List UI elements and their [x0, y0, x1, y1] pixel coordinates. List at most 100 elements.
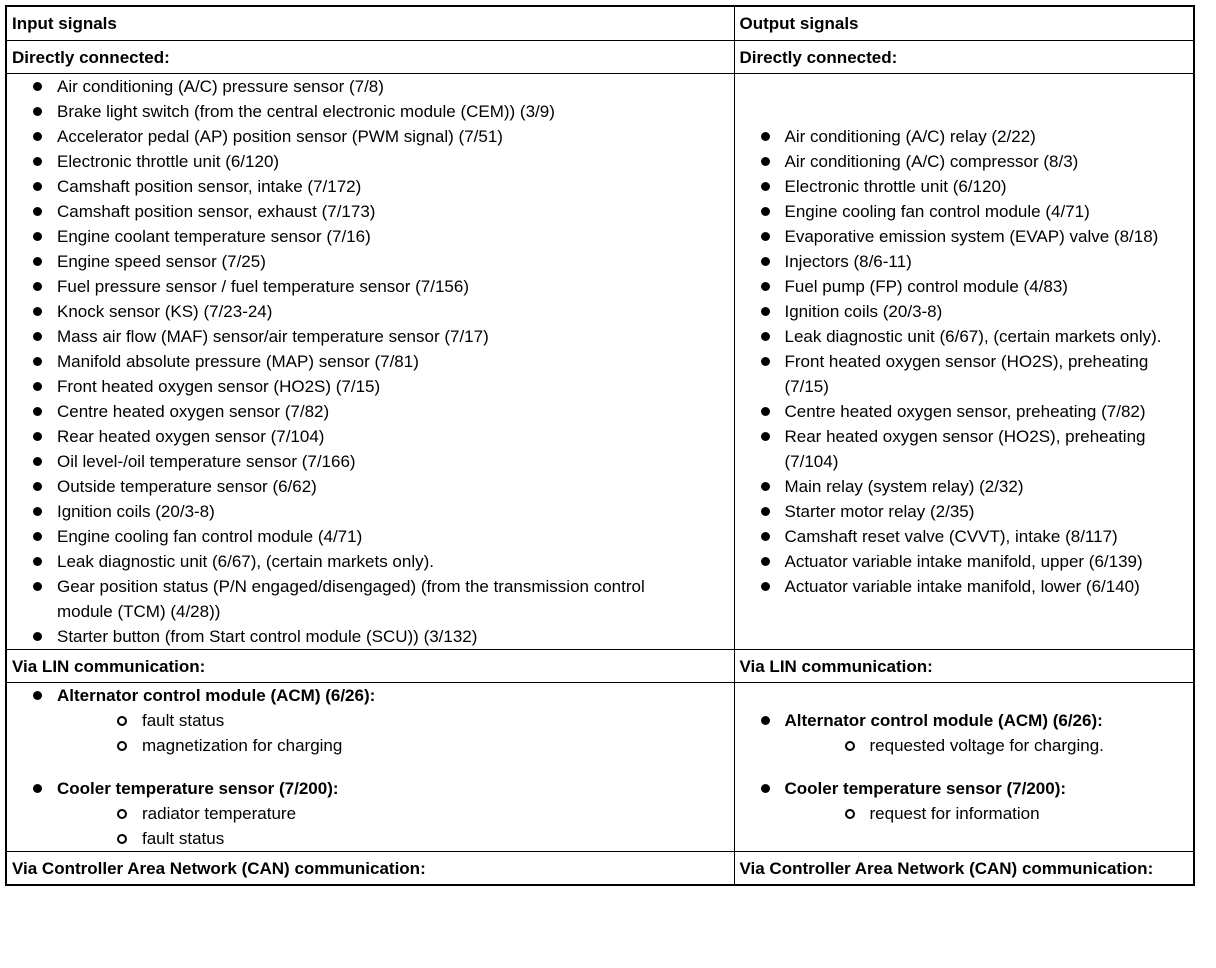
- section-heading: Directly connected:: [5, 40, 735, 74]
- signal-label: Air conditioning (A/C) pressure sensor (…: [57, 77, 384, 96]
- signal-item: Air conditioning (A/C) relay (2/22): [740, 124, 1194, 149]
- signal-item: Air conditioning (A/C) pressure sensor (…: [12, 74, 734, 99]
- signals-table: Input signals Output signals Directly conn…: [5, 5, 1195, 886]
- signal-item: Engine speed sensor (7/25): [12, 249, 734, 274]
- signal-label: Main relay (system relay) (2/32): [784, 477, 1024, 496]
- signal-label: Fuel pressure sensor / fuel temperature …: [57, 277, 469, 296]
- signal-label: Alternator control module (ACM) (6/26):: [57, 686, 376, 705]
- sub-item: magnetization for charging: [57, 733, 734, 758]
- sub-label: radiator temperature: [142, 804, 297, 823]
- sub-item: request for information: [785, 801, 1194, 826]
- signal-item: Rear heated oxygen sensor (7/104): [12, 424, 734, 449]
- signal-label: Front heated oxygen sensor (HO2S) (7/15): [57, 377, 381, 396]
- column-header: Input signals: [5, 5, 735, 41]
- section-heading-row: Via Controller Area Network (CAN) commun…: [5, 851, 1195, 886]
- signal-label: Starter motor relay (2/35): [784, 502, 975, 521]
- signal-item: Engine coolant temperature sensor (7/16): [12, 224, 734, 249]
- signal-list: Alternator control module (ACM) (6/26): f…: [5, 682, 735, 852]
- signal-item: Camshaft position sensor, exhaust (7/173…: [12, 199, 734, 224]
- signal-label: Camshaft position sensor, exhaust (7/173…: [57, 202, 376, 221]
- sub-item: fault status: [57, 826, 734, 851]
- signal-label: Ignition coils (20/3-8): [57, 502, 215, 521]
- section-heading: Via Controller Area Network (CAN) commun…: [5, 851, 735, 886]
- signal-label: Ignition coils (20/3-8): [784, 302, 943, 321]
- signal-list: Alternator control module (ACM) (6/26): r…: [733, 682, 1195, 852]
- signal-item: Engine cooling fan control module (4/71): [12, 524, 734, 549]
- signal-item: Centre heated oxygen sensor (7/82): [12, 399, 734, 424]
- signal-label: Engine coolant temperature sensor (7/16): [57, 227, 371, 246]
- signal-item: Camshaft position sensor, intake (7/172): [12, 174, 734, 199]
- signal-label: Rear heated oxygen sensor (7/104): [57, 427, 325, 446]
- signal-item: Mass air flow (MAF) sensor/air temperatu…: [12, 324, 734, 349]
- signal-label: Manifold absolute pressure (MAP) sensor …: [57, 352, 419, 371]
- signal-label: Engine cooling fan control module (4/71): [57, 527, 363, 546]
- signal-item: Injectors (8/6-11): [740, 249, 1194, 274]
- section-heading: Via LIN communication:: [5, 649, 735, 683]
- signal-label: Alternator control module (ACM) (6/26):: [784, 711, 1103, 730]
- signal-item: Ignition coils (20/3-8): [740, 299, 1194, 324]
- list-row: Alternator control module (ACM) (6/26): f…: [5, 682, 1195, 852]
- signal-item: Front heated oxygen sensor (HO2S), prehe…: [740, 349, 1194, 399]
- signal-item: Gear position status (P/N engaged/diseng…: [12, 574, 734, 624]
- signal-label: Centre heated oxygen sensor (7/82): [57, 402, 330, 421]
- signal-label: Evaporative emission system (EVAP) valve…: [784, 227, 1159, 246]
- signal-label: Air conditioning (A/C) relay (2/22): [784, 127, 1036, 146]
- section-heading: Via LIN communication:: [733, 649, 1195, 683]
- sub-label: magnetization for charging: [142, 736, 343, 755]
- signal-item: Fuel pressure sensor / fuel temperature …: [12, 274, 734, 299]
- signal-item: Electronic throttle unit (6/120): [740, 174, 1194, 199]
- signal-item: Cooler temperature sensor (7/200): radiat…: [12, 776, 734, 851]
- spacer: [740, 758, 1194, 776]
- table-body: Input signals Output signals Directly conn…: [5, 5, 1195, 886]
- signal-label: Actuator variable intake manifold, upper…: [784, 552, 1143, 571]
- signal-label: Cooler temperature sensor (7/200):: [784, 779, 1067, 798]
- signal-item: Actuator variable intake manifold, lower…: [740, 574, 1194, 599]
- signal-list: Air conditioning (A/C) relay (2/22) Air c…: [733, 73, 1195, 650]
- section-heading-row: Directly connected: Directly connected:: [5, 40, 1195, 74]
- signal-item: Air conditioning (A/C) compressor (8/3): [740, 149, 1194, 174]
- signal-label: Oil level-/oil temperature sensor (7/166…: [57, 452, 356, 471]
- signal-label: Starter button (from Start control modul…: [57, 627, 478, 646]
- sub-label: fault status: [142, 829, 225, 848]
- signal-item: Leak diagnostic unit (6/67), (certain ma…: [12, 549, 734, 574]
- header-row: Input signals Output signals: [5, 5, 1195, 41]
- signal-item: Evaporative emission system (EVAP) valve…: [740, 224, 1194, 249]
- signal-label: Engine cooling fan control module (4/71): [784, 202, 1090, 221]
- signal-item: Alternator control module (ACM) (6/26): f…: [12, 683, 734, 758]
- signal-label: Actuator variable intake manifold, lower…: [784, 577, 1140, 596]
- section-heading-row: Via LIN communication: Via LIN communicat…: [5, 649, 1195, 683]
- section-heading: Directly connected:: [733, 40, 1195, 74]
- signal-item: Actuator variable intake manifold, upper…: [740, 549, 1194, 574]
- signal-label: Mass air flow (MAF) sensor/air temperatu…: [57, 327, 489, 346]
- signal-item: Camshaft reset valve (CVVT), intake (8/1…: [740, 524, 1194, 549]
- signal-label: Leak diagnostic unit (6/67), (certain ma…: [57, 552, 435, 571]
- signal-item: Accelerator pedal (AP) position sensor (…: [12, 124, 734, 149]
- signal-label: Leak diagnostic unit (6/67), (certain ma…: [784, 327, 1162, 346]
- sub-item: fault status: [57, 708, 734, 733]
- signal-label: Camshaft reset valve (CVVT), intake (8/1…: [784, 527, 1118, 546]
- signal-item: Leak diagnostic unit (6/67), (certain ma…: [740, 324, 1194, 349]
- signal-item: Main relay (system relay) (2/32): [740, 474, 1194, 499]
- signal-item: Alternator control module (ACM) (6/26): r…: [740, 708, 1194, 758]
- signal-label: Rear heated oxygen sensor (HO2S), prehea…: [784, 427, 1146, 471]
- signal-label: Fuel pump (FP) control module (4/83): [784, 277, 1068, 296]
- signal-label: Front heated oxygen sensor (HO2S), prehe…: [784, 352, 1149, 396]
- signal-item: Brake light switch (from the central ele…: [12, 99, 734, 124]
- signal-label: Injectors (8/6-11): [784, 252, 912, 271]
- signal-label: Camshaft position sensor, intake (7/172): [57, 177, 362, 196]
- signal-label: Gear position status (P/N engaged/diseng…: [57, 577, 645, 621]
- signal-label: Accelerator pedal (AP) position sensor (…: [57, 127, 503, 146]
- signal-item: Centre heated oxygen sensor, preheating …: [740, 399, 1194, 424]
- signal-label: Knock sensor (KS) (7/23-24): [57, 302, 273, 321]
- signal-item: Starter motor relay (2/35): [740, 499, 1194, 524]
- list-row: Air conditioning (A/C) pressure sensor (…: [5, 73, 1195, 650]
- signal-item: Manifold absolute pressure (MAP) sensor …: [12, 349, 734, 374]
- sub-label: fault status: [142, 711, 225, 730]
- sub-label: requested voltage for charging.: [869, 736, 1104, 755]
- signal-item: Electronic throttle unit (6/120): [12, 149, 734, 174]
- signal-item: Knock sensor (KS) (7/23-24): [12, 299, 734, 324]
- signal-item: Engine cooling fan control module (4/71): [740, 199, 1194, 224]
- sub-item: requested voltage for charging.: [785, 733, 1194, 758]
